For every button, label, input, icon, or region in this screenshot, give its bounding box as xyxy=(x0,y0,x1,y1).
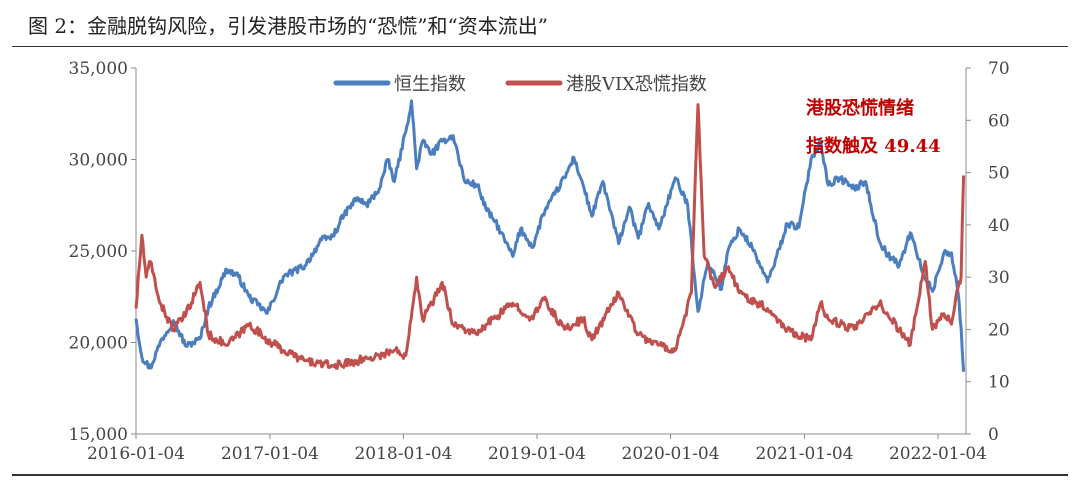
annotation-line2: 指数触及 49.44 xyxy=(806,135,941,157)
right-tick-label: 10 xyxy=(988,373,1010,393)
annotation-line1: 港股恐慌情绪 xyxy=(806,97,914,119)
x-tick-label: 2022-01-04 xyxy=(889,444,987,464)
right-tick-label: 50 xyxy=(988,164,1010,184)
legend: 恒生指数 港股VIX恐慌指数 xyxy=(333,74,707,95)
legend-label-vhsi: 港股VIX恐慌指数 xyxy=(566,74,707,95)
x-tick-label: 2017-01-04 xyxy=(221,444,319,464)
left-tick-label: 15,000 xyxy=(69,425,128,445)
x-tick-label: 2018-01-04 xyxy=(354,444,452,464)
right-tick-label: 30 xyxy=(988,268,1010,288)
x-tick-label: 2021-01-04 xyxy=(755,444,853,464)
right-tick-label: 40 xyxy=(988,216,1010,236)
figure-title: 图 2：金融脱钩风险，引发港股市场的“恐慌”和“资本流出” xyxy=(28,14,548,38)
left-tick-label: 25,000 xyxy=(69,242,128,262)
series-line-hsi xyxy=(134,99,966,372)
series-lines xyxy=(134,99,966,372)
left-tick-label: 30,000 xyxy=(69,151,128,171)
series-line-vhsi xyxy=(134,103,966,370)
bottom-rule xyxy=(12,474,1068,476)
right-tick-label: 0 xyxy=(988,425,999,445)
legend-label-hsi: 恒生指数 xyxy=(394,74,466,95)
axes: 15,000 20,000 25,000 30,000 35,000 0 10 20 30 40 5… xyxy=(69,59,1010,464)
right-tick-label: 70 xyxy=(988,59,1010,79)
left-tick-label: 20,000 xyxy=(69,334,128,354)
x-tick-label: 2019-01-04 xyxy=(488,444,586,464)
right-tick-label: 60 xyxy=(988,111,1010,131)
left-tick-label: 35,000 xyxy=(69,59,128,79)
x-tick-label: 2020-01-04 xyxy=(622,444,720,464)
right-tick-label: 20 xyxy=(988,320,1010,340)
figure-title-bar: 图 2：金融脱钩风险，引发港股市场的“恐慌”和“资本流出” xyxy=(12,0,1068,47)
annotation: 港股恐慌情绪 指数触及 49.44 xyxy=(806,97,941,157)
x-tick-label: 2016-01-04 xyxy=(87,444,185,464)
